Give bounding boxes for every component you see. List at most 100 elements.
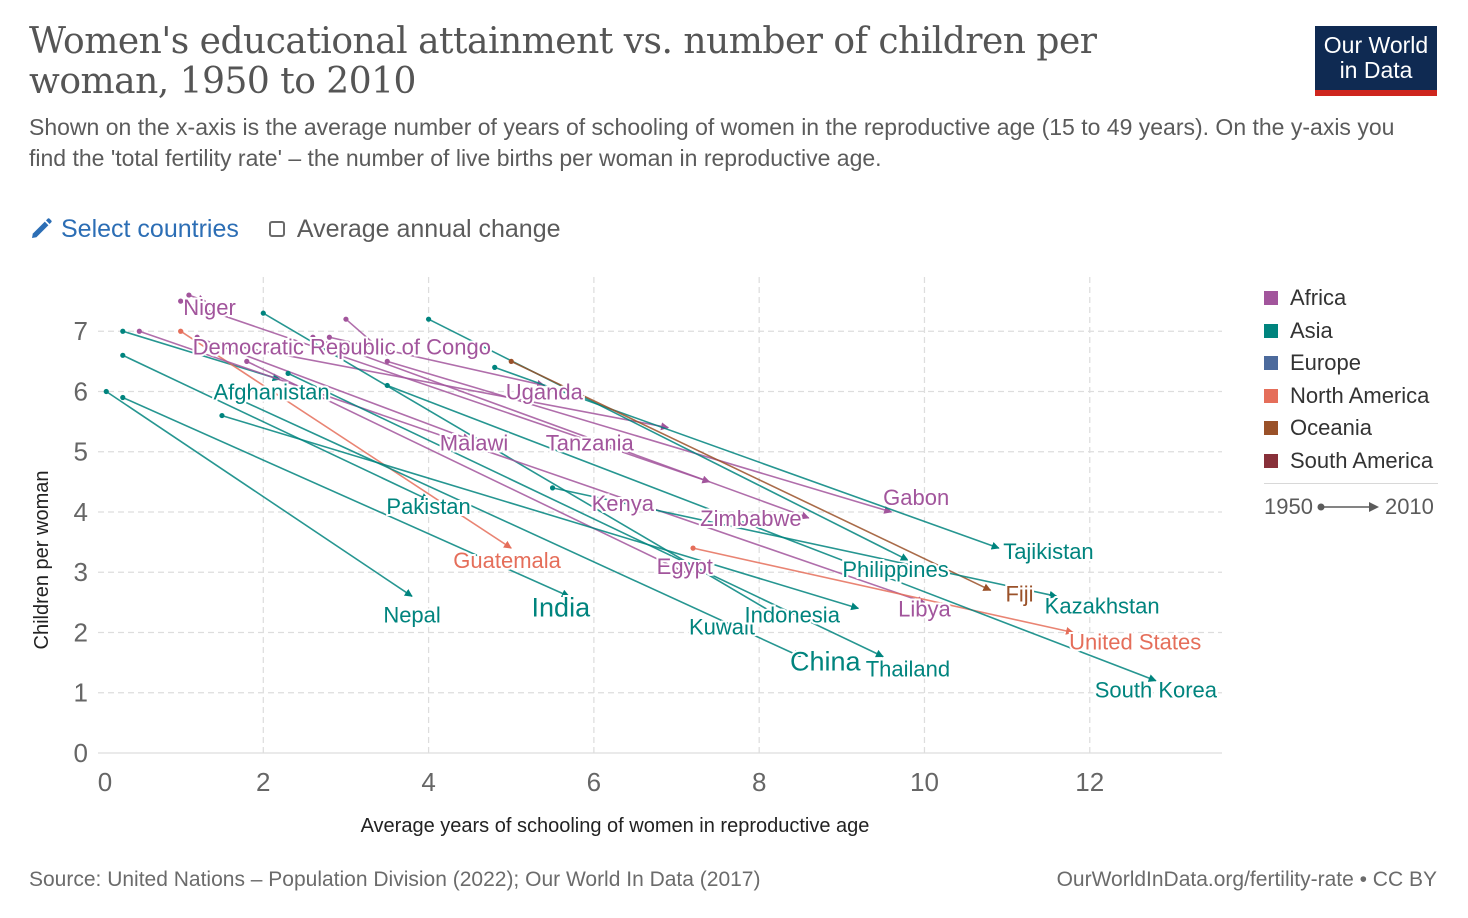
series-line bbox=[287, 372, 884, 658]
series-start-point bbox=[219, 340, 225, 346]
series-line bbox=[387, 360, 893, 514]
series-start-point bbox=[384, 382, 390, 389]
series-label: South Korea bbox=[1095, 678, 1218, 703]
series-start-point bbox=[285, 370, 291, 377]
series-line bbox=[180, 330, 512, 549]
legend-items: Africa Asia Europe North America Oceania Sout… bbox=[1264, 282, 1438, 477]
select-countries-button[interactable]: Select countries bbox=[29, 215, 239, 244]
legend-item-europe[interactable]: Europe bbox=[1264, 347, 1438, 380]
time-range: 1950 2010 bbox=[1264, 494, 1438, 520]
y-tick-label: 5 bbox=[74, 437, 88, 467]
legend-divider bbox=[1264, 483, 1438, 484]
owid-logo[interactable]: Our World in Data bbox=[1315, 26, 1437, 96]
time-arrow-icon bbox=[1317, 502, 1379, 512]
average-annual-change-toggle[interactable]: Average annual change bbox=[268, 215, 561, 244]
series-label: Democratic Republic of Congo bbox=[193, 334, 491, 359]
series-label: Uganda bbox=[506, 379, 584, 404]
x-tick-label: 8 bbox=[752, 767, 766, 797]
series-start-point bbox=[326, 334, 333, 340]
average-annual-change-checkbox[interactable] bbox=[268, 221, 285, 237]
x-tick-label: 2 bbox=[256, 767, 270, 797]
series-start-point bbox=[384, 358, 390, 364]
legend-swatch bbox=[1264, 323, 1278, 338]
series-start-point bbox=[120, 394, 126, 401]
series-start-point bbox=[690, 545, 696, 551]
legend-swatch bbox=[1264, 453, 1278, 468]
license-link[interactable]: OurWorldInData.org/fertility-rate • CC B… bbox=[1056, 868, 1437, 891]
series-label: Tajikistan bbox=[1003, 539, 1093, 564]
series-line bbox=[312, 336, 810, 520]
legend-swatch bbox=[1264, 421, 1278, 436]
series-label: Kenya bbox=[592, 491, 655, 516]
series-label: Gabon bbox=[883, 485, 949, 510]
legend-swatch bbox=[1264, 356, 1278, 371]
legend-label: Asia bbox=[1290, 317, 1333, 343]
x-tick-label: 4 bbox=[421, 767, 435, 797]
select-countries-label: Select countries bbox=[61, 214, 239, 243]
series-line bbox=[386, 384, 1157, 682]
series-label: Libya bbox=[898, 596, 951, 621]
series-line bbox=[552, 487, 1058, 599]
x-tick-label: 10 bbox=[910, 767, 939, 797]
series-line bbox=[180, 300, 711, 484]
series-start-point bbox=[244, 358, 250, 364]
series-label: Thailand bbox=[866, 657, 950, 682]
series-start-point bbox=[136, 328, 142, 334]
series-line bbox=[221, 414, 860, 611]
series-line bbox=[105, 390, 413, 598]
series-label: Fiji bbox=[1005, 581, 1033, 606]
series-start-point bbox=[120, 352, 126, 358]
legend-item-north-america[interactable]: North America bbox=[1264, 380, 1438, 413]
series-group bbox=[103, 292, 1157, 682]
legend-item-asia[interactable]: Asia bbox=[1264, 315, 1438, 348]
series-start-point bbox=[178, 298, 184, 304]
series-line bbox=[221, 390, 802, 658]
series-label: Pakistan bbox=[386, 494, 470, 519]
legend-item-oceania[interactable]: Oceania bbox=[1264, 412, 1438, 445]
y-axis-label: Children per woman bbox=[31, 471, 53, 650]
series-start-point bbox=[343, 316, 349, 322]
series-line bbox=[139, 330, 926, 604]
series-start-point bbox=[492, 364, 498, 370]
series-label: Philippines bbox=[842, 557, 948, 582]
legend-item-africa[interactable]: Africa bbox=[1264, 282, 1438, 315]
series-start-point bbox=[178, 328, 184, 334]
series-label: India bbox=[532, 592, 592, 622]
legend: Africa Asia Europe North America Oceania Sout… bbox=[1264, 282, 1438, 520]
series-label: Zimbabwe bbox=[700, 506, 801, 531]
x-tick-label: 0 bbox=[98, 767, 112, 797]
series-start-point bbox=[186, 292, 192, 298]
series-start-point bbox=[549, 485, 556, 491]
series-start-point bbox=[508, 358, 514, 364]
legend-item-south-america[interactable]: South America bbox=[1264, 445, 1438, 478]
x-axis-label: Average years of schooling of women in r… bbox=[361, 815, 870, 837]
logo-line-1: Our World bbox=[1323, 32, 1429, 58]
x-tick-label: 6 bbox=[587, 767, 601, 797]
series-label: Tanzania bbox=[546, 431, 635, 456]
y-tick-label: 4 bbox=[74, 497, 88, 527]
series-label: United States bbox=[1069, 630, 1201, 655]
time-range-end: 2010 bbox=[1384, 494, 1434, 519]
series-line bbox=[188, 294, 207, 303]
legend-label: North America bbox=[1290, 382, 1430, 408]
y-tick-label: 7 bbox=[74, 316, 88, 346]
series-label: Afghanistan bbox=[213, 379, 329, 404]
series-label: Egypt bbox=[657, 554, 713, 579]
series-start-point bbox=[219, 388, 225, 395]
series-label: Kazakhstan bbox=[1045, 593, 1160, 618]
series-line bbox=[329, 336, 546, 388]
legend-swatch bbox=[1264, 291, 1278, 306]
series-start-point bbox=[194, 334, 200, 340]
chart-title: Women's educational attainment vs. numbe… bbox=[29, 21, 1097, 102]
series-start-point bbox=[103, 388, 109, 395]
series-label: Niger bbox=[183, 295, 236, 320]
series-label: Guatemala bbox=[453, 548, 561, 573]
legend-label: South America bbox=[1290, 447, 1434, 473]
logo-line-2: in Data bbox=[1339, 57, 1413, 83]
y-tick-label: 3 bbox=[74, 557, 88, 587]
x-tick-label: 12 bbox=[1075, 767, 1104, 797]
series-line bbox=[428, 318, 909, 561]
series-line bbox=[122, 354, 430, 501]
series-label: Nepal bbox=[383, 602, 440, 627]
